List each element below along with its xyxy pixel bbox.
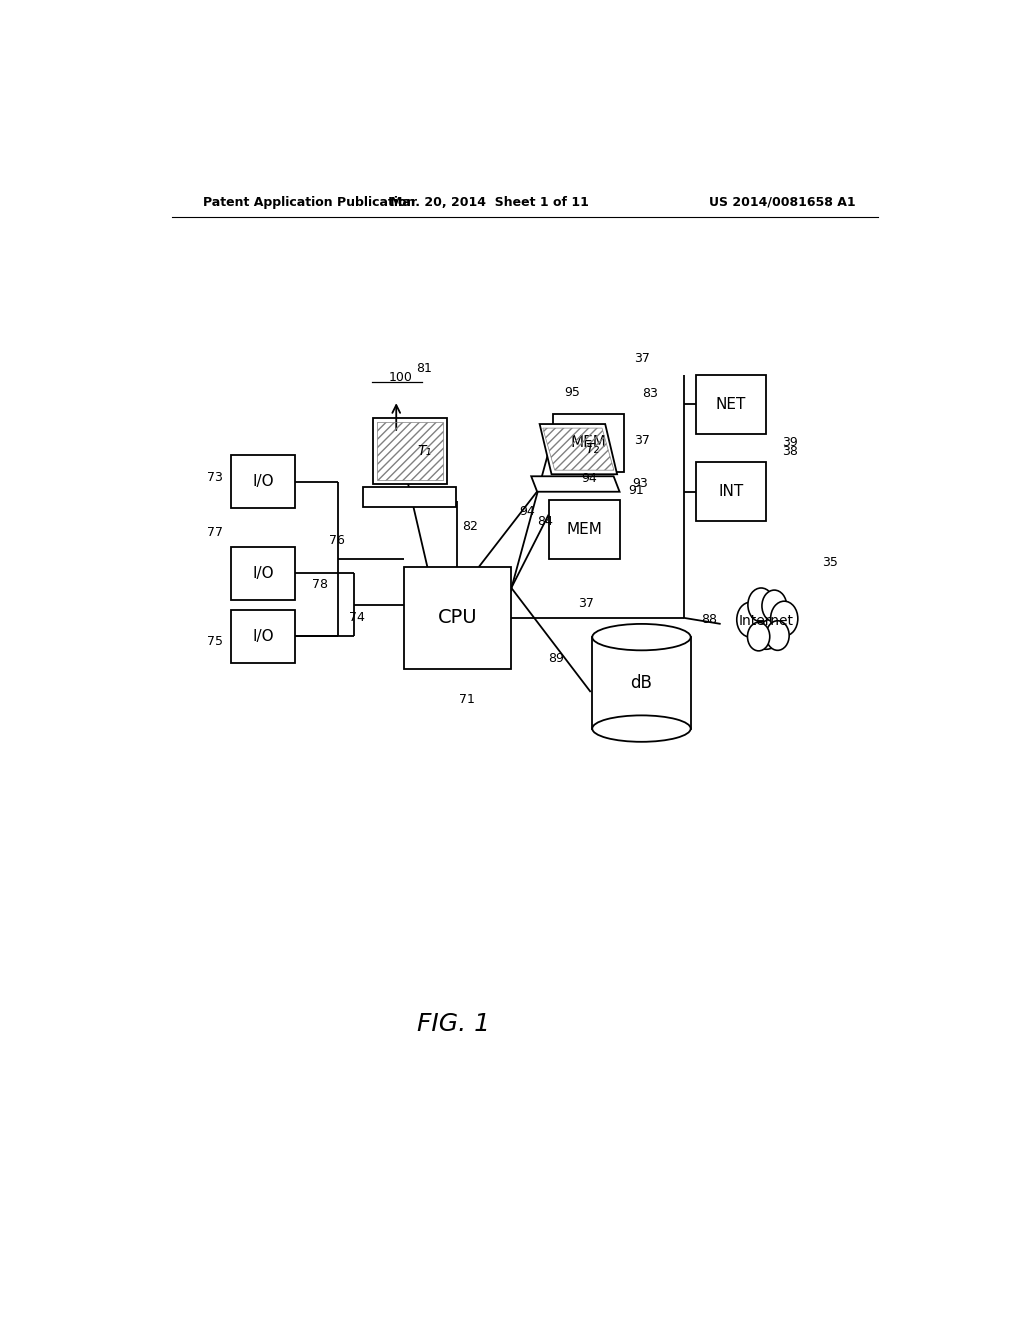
Text: 82: 82 <box>462 520 478 533</box>
Text: 95: 95 <box>564 385 581 399</box>
Text: 81: 81 <box>416 362 432 375</box>
Text: Mar. 20, 2014  Sheet 1 of 11: Mar. 20, 2014 Sheet 1 of 11 <box>390 195 589 209</box>
Text: 39: 39 <box>782 437 798 450</box>
Text: 37: 37 <box>578 597 594 610</box>
Text: 94: 94 <box>519 504 536 517</box>
Bar <box>364 487 456 507</box>
Bar <box>231 610 295 663</box>
Bar <box>231 546 295 599</box>
Text: 100: 100 <box>388 371 412 384</box>
Text: 93: 93 <box>632 477 648 490</box>
Circle shape <box>746 598 785 649</box>
Circle shape <box>771 601 798 636</box>
Text: I/O: I/O <box>252 474 273 490</box>
Polygon shape <box>540 424 617 474</box>
Text: FIG. 1: FIG. 1 <box>417 1012 489 1036</box>
Text: 91: 91 <box>628 484 644 498</box>
Text: 71: 71 <box>459 693 475 706</box>
Text: 73: 73 <box>207 471 223 484</box>
Text: 35: 35 <box>821 557 838 569</box>
Text: 74: 74 <box>348 611 365 624</box>
Text: T₂: T₂ <box>586 442 600 457</box>
Bar <box>553 413 624 473</box>
Text: 88: 88 <box>700 614 717 627</box>
Text: I/O: I/O <box>252 628 273 644</box>
Text: 84: 84 <box>537 515 553 528</box>
Bar <box>592 638 690 729</box>
Text: 77: 77 <box>207 525 223 539</box>
Bar <box>549 500 620 558</box>
Bar <box>696 462 766 521</box>
Text: INT: INT <box>719 484 743 499</box>
Ellipse shape <box>592 715 690 742</box>
Circle shape <box>736 602 764 638</box>
Text: 76: 76 <box>329 535 345 546</box>
Text: Internet: Internet <box>738 614 794 628</box>
Text: T₁: T₁ <box>418 445 432 458</box>
Text: NET: NET <box>716 397 746 412</box>
Text: CPU: CPU <box>437 609 477 627</box>
Text: dB: dB <box>631 675 652 692</box>
Circle shape <box>766 620 790 651</box>
Text: 83: 83 <box>642 387 658 400</box>
Circle shape <box>748 622 770 651</box>
Text: 89: 89 <box>548 652 563 665</box>
Text: 37: 37 <box>634 434 650 447</box>
Text: 78: 78 <box>312 578 328 591</box>
Text: US 2014/0081658 A1: US 2014/0081658 A1 <box>710 195 856 209</box>
Circle shape <box>762 590 786 622</box>
Text: I/O: I/O <box>252 565 273 581</box>
Ellipse shape <box>592 624 690 651</box>
Bar <box>231 455 295 508</box>
Text: Patent Application Publication: Patent Application Publication <box>204 195 416 209</box>
Text: MEM: MEM <box>566 521 602 537</box>
Bar <box>377 422 443 480</box>
Text: 94: 94 <box>582 473 597 484</box>
Text: 75: 75 <box>207 635 223 648</box>
Text: MEM: MEM <box>570 436 606 450</box>
Text: 38: 38 <box>782 445 798 458</box>
Bar <box>403 568 511 669</box>
Circle shape <box>748 587 774 622</box>
Bar <box>373 418 446 484</box>
Polygon shape <box>531 477 620 492</box>
Text: 37: 37 <box>634 352 650 366</box>
Bar <box>696 375 766 434</box>
